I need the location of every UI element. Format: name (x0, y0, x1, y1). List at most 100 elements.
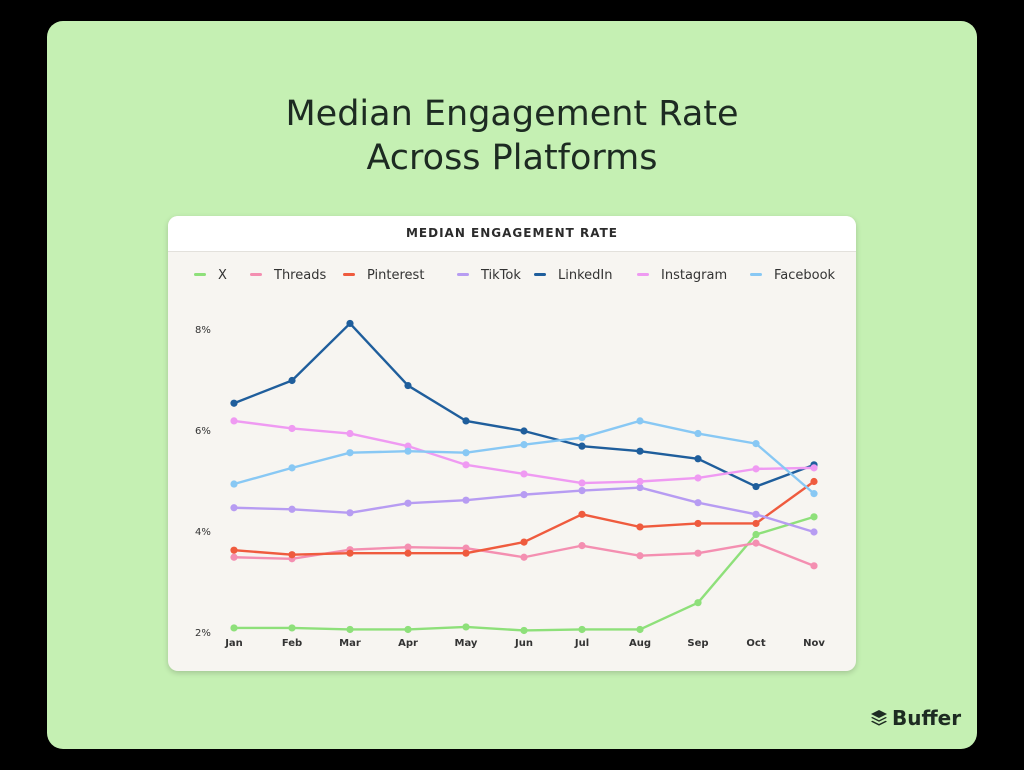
data-point-linkedin (288, 376, 296, 385)
data-point-x (404, 625, 412, 634)
data-point-pinterest (810, 477, 818, 486)
data-point-pinterest (578, 510, 586, 518)
chart-title: MEDIAN ENGAGEMENT RATE (168, 216, 856, 252)
data-point-x (288, 624, 296, 632)
data-point-x (752, 530, 760, 539)
data-point-facebook (810, 490, 818, 498)
x-tick-label: May (455, 638, 478, 649)
data-point-tiktok (346, 509, 354, 517)
data-point-pinterest (230, 546, 238, 554)
x-tick-label: Jan (224, 638, 243, 649)
data-point-tiktok (230, 504, 238, 512)
data-point-pinterest (694, 519, 702, 528)
data-point-tiktok (752, 510, 760, 518)
data-point-pinterest (346, 549, 354, 557)
data-point-linkedin (752, 482, 760, 491)
data-point-tiktok (578, 486, 586, 495)
data-point-instagram (810, 464, 818, 472)
legend-item-tiktok: TikTok (457, 266, 521, 286)
data-point-facebook (404, 447, 412, 455)
legend-item-x: X (194, 266, 227, 286)
data-point-tiktok (462, 496, 470, 504)
data-point-instagram (288, 424, 296, 433)
data-point-threads (578, 542, 586, 550)
data-point-pinterest (404, 549, 412, 557)
x-tick-label: Apr (398, 638, 418, 649)
legend-item-instagram: Instagram (637, 266, 727, 286)
data-point-instagram (694, 474, 702, 482)
data-point-instagram (520, 470, 528, 478)
data-point-facebook (346, 449, 354, 457)
chart-legend: X Threads Pinterest TikTok LinkedIn Instagram… (168, 266, 856, 286)
data-point-threads (404, 543, 412, 551)
data-point-instagram (462, 461, 470, 469)
data-point-facebook (578, 433, 586, 442)
legend-item-pinterest: Pinterest (343, 266, 424, 286)
legend-label: Instagram (661, 268, 728, 283)
page-title-line-2: Across Platforms (366, 138, 658, 178)
legend-swatch (750, 273, 762, 276)
brand-name: Buffer (892, 706, 962, 730)
x-tick-label: Aug (629, 638, 651, 649)
data-point-tiktok (404, 499, 412, 507)
data-point-linkedin (578, 442, 586, 450)
data-point-pinterest (462, 549, 470, 557)
data-point-x (636, 625, 644, 634)
legend-item-linkedin: LinkedIn (534, 266, 612, 286)
data-point-tiktok (288, 505, 296, 513)
series-line-linkedin (232, 322, 816, 488)
data-point-linkedin (462, 417, 470, 425)
data-point-pinterest (752, 519, 760, 528)
y-tick-label: 8% (195, 325, 211, 336)
data-point-linkedin (230, 399, 238, 407)
legend-item-facebook: Facebook (750, 266, 835, 286)
data-point-threads (230, 553, 238, 561)
line-chart: 2% 4% 6% 8% Jan Feb Mar Apr May Jun Jul Aug Sep Oct No… (195, 319, 825, 649)
data-point-instagram (752, 465, 760, 473)
data-point-instagram (636, 477, 644, 486)
page-title: Median Engagement Rate Across Platforms (0, 92, 1024, 180)
data-point-tiktok (694, 499, 702, 507)
data-point-threads (462, 544, 470, 552)
data-point-pinterest (636, 523, 644, 531)
x-tick-label: Nov (803, 638, 825, 649)
data-point-pinterest (520, 538, 528, 546)
y-tick-label: 6% (195, 426, 211, 437)
legend-label: Facebook (774, 268, 836, 283)
data-point-x (694, 599, 702, 607)
data-point-threads (810, 562, 818, 570)
legend-swatch (637, 273, 649, 276)
legend-swatch (534, 273, 546, 276)
buffer-stack-icon (871, 709, 887, 726)
data-point-x (578, 625, 586, 634)
data-point-instagram (346, 429, 354, 438)
data-point-x (462, 623, 470, 631)
x-tick-label: Mar (339, 638, 361, 649)
page-title-line-1: Median Engagement Rate (285, 94, 739, 134)
data-point-facebook (694, 429, 702, 438)
data-point-linkedin (404, 381, 412, 390)
data-point-facebook (752, 440, 760, 448)
data-point-pinterest (288, 551, 296, 559)
chart-card: MEDIAN ENGAGEMENT RATE X Threads Pinterest… (168, 216, 856, 671)
data-point-linkedin (520, 427, 528, 435)
data-point-x (520, 626, 528, 635)
data-point-facebook (462, 449, 470, 457)
data-point-tiktok (636, 483, 644, 492)
legend-label: Pinterest (367, 268, 425, 283)
series-line-x (232, 515, 816, 632)
data-point-instagram (578, 479, 586, 487)
data-point-tiktok (520, 491, 528, 499)
data-point-instagram (404, 442, 412, 450)
x-tick-label: Jul (574, 638, 589, 649)
data-point-threads (694, 549, 702, 557)
data-point-facebook (520, 441, 528, 449)
legend-swatch (250, 273, 262, 276)
brand-logo: Buffer (870, 706, 961, 732)
data-point-x (230, 624, 238, 632)
data-point-facebook (288, 464, 296, 472)
data-point-linkedin (694, 455, 702, 463)
legend-label: X (218, 268, 227, 283)
legend-label: Threads (274, 268, 327, 283)
data-point-linkedin (346, 319, 354, 328)
